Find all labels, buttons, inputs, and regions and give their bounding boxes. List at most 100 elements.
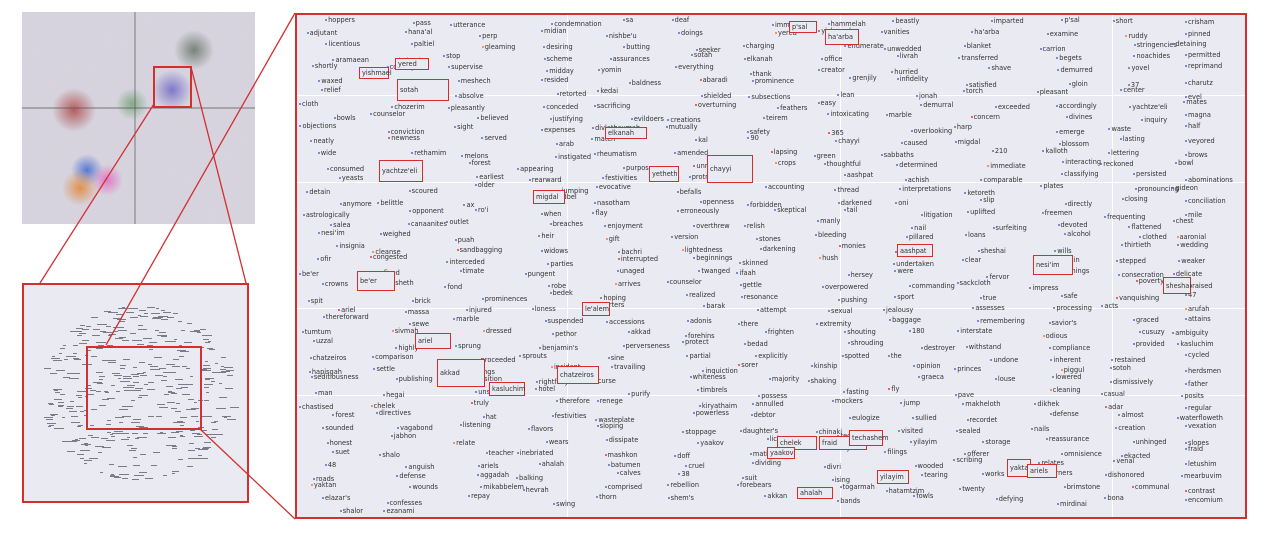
word-label: letushim (1185, 460, 1217, 468)
point-marker (810, 364, 813, 367)
word-text: hoppers (328, 16, 355, 25)
inset-word-mark (91, 317, 98, 319)
point-marker (888, 387, 891, 390)
point-marker (681, 248, 684, 251)
word-text: renege (599, 396, 623, 405)
inset-word-mark (62, 345, 66, 347)
point-marker (837, 299, 840, 302)
word-text: brows (1188, 151, 1208, 160)
point-marker (744, 342, 747, 345)
point-marker (667, 118, 670, 121)
inset-word-mark (205, 361, 209, 363)
word-label: consecration (1118, 271, 1164, 279)
point-marker (339, 203, 342, 206)
word-text: inherent (1053, 355, 1081, 364)
point-marker (771, 23, 774, 26)
highlight-label: ariel (418, 337, 433, 345)
point-marker (910, 441, 913, 444)
word-label: cruel (685, 462, 705, 470)
word-text: realized (689, 291, 716, 300)
word-label: dividing (751, 459, 781, 467)
point-marker (453, 441, 456, 444)
inset-word-mark (183, 341, 193, 343)
point-marker (597, 89, 600, 92)
word-label: spit (307, 297, 323, 305)
word-text: teacher (488, 448, 514, 457)
word-label: befalls (676, 189, 701, 196)
inset-word-mark (148, 342, 157, 344)
point-marker (1104, 215, 1107, 218)
inset-word-mark (135, 387, 143, 389)
word-text: accessions (609, 317, 645, 326)
word-text: version (674, 232, 699, 241)
word-label: graced (1132, 316, 1159, 325)
word-text: emerge (1059, 128, 1085, 137)
word-label: rethamim (411, 150, 446, 157)
word-label: supervise (448, 63, 483, 71)
word-text: benjamin's (542, 343, 579, 352)
point-marker (1129, 106, 1132, 109)
point-marker (516, 477, 519, 480)
word-label: demurral (920, 101, 953, 109)
highlight-label: migdal (536, 193, 559, 201)
word-text: adbel (558, 193, 577, 202)
word-label: ax (463, 202, 474, 209)
word-text: curse (597, 377, 616, 386)
word-label: 38 (678, 471, 690, 478)
word-label: weaker (1178, 257, 1205, 265)
word-text: intoxicating (830, 109, 869, 118)
point-marker (1107, 151, 1110, 154)
word-text: graced (1135, 316, 1159, 325)
point-marker (758, 394, 761, 397)
word-text: beastly (895, 16, 920, 25)
word-label: stoppage (682, 429, 716, 436)
word-label: jabhon (390, 433, 416, 440)
word-text: desiring (546, 43, 573, 52)
grid-line (297, 95, 1245, 96)
point-marker (1056, 131, 1059, 134)
point-marker (1119, 137, 1122, 140)
point-marker (338, 177, 341, 180)
inset-word-mark (214, 362, 219, 364)
inset-word-mark (99, 330, 107, 332)
point-marker (1036, 91, 1039, 94)
point-marker (549, 222, 552, 225)
word-label: inquiry (1141, 116, 1167, 124)
word-text: timbrels (700, 385, 728, 394)
word-text: spotted (844, 351, 870, 360)
point-marker (395, 347, 398, 350)
word-label: nasotham (593, 199, 630, 207)
point-marker (602, 177, 605, 180)
inset-word-mark (176, 350, 186, 352)
word-text: venal (1116, 457, 1135, 466)
word-label: venal (1113, 458, 1134, 465)
word-text: jumping (561, 187, 589, 196)
point-marker (1118, 273, 1121, 276)
highlight-label: yaakov (770, 449, 794, 457)
word-text: the (890, 352, 902, 361)
point-marker (477, 464, 480, 467)
inset-word-mark (54, 427, 64, 429)
highlight-box: sotah (397, 79, 449, 101)
point-marker (455, 95, 458, 98)
word-text: slip (983, 196, 995, 205)
point-marker (538, 462, 541, 465)
point-marker (1058, 143, 1061, 146)
point-marker (383, 510, 386, 512)
word-text: suspended (547, 317, 584, 326)
point-marker (1185, 214, 1187, 217)
inset-word-mark (84, 443, 89, 445)
highlight-box: migdal (533, 190, 565, 204)
word-text: festivities (554, 411, 587, 420)
word-text: hoping (603, 293, 626, 302)
inset-word-mark (48, 424, 54, 426)
inset-word-mark (146, 306, 156, 308)
point-marker (1125, 34, 1128, 37)
word-label: doings (678, 30, 703, 37)
point-marker (595, 185, 598, 188)
word-label: purpose (623, 164, 653, 172)
point-marker (965, 345, 968, 348)
point-marker (697, 442, 700, 445)
word-text: puah (457, 235, 475, 244)
word-text: defying (998, 495, 1024, 504)
